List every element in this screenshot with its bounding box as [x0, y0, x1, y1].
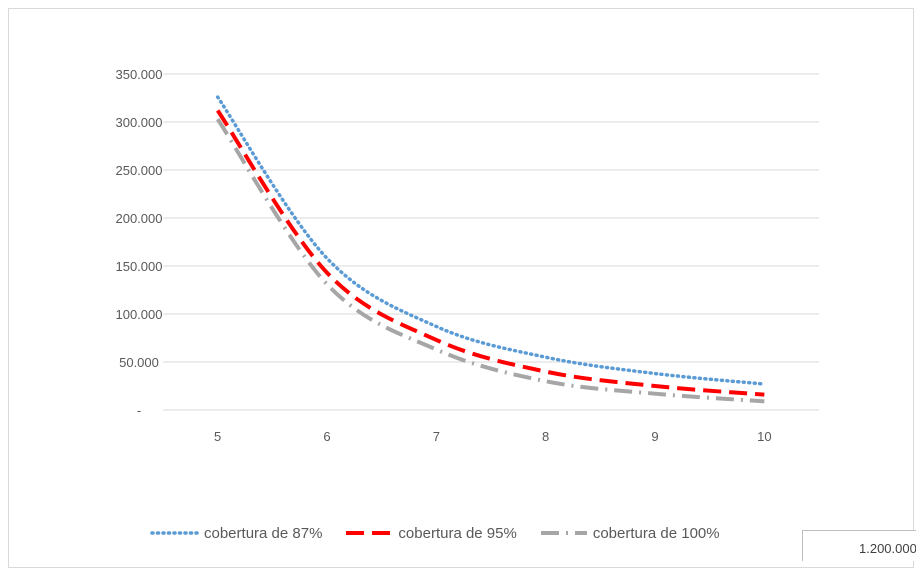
gridlines: [163, 74, 819, 410]
legend-item-1: cobertura de 87%: [150, 525, 322, 542]
legend-swatch: [344, 527, 394, 539]
x-tick-label: 8: [542, 429, 549, 444]
y-tick-label: 150.000: [116, 259, 163, 274]
x-axis-tick-labels: 5 6 7 8 9 10: [214, 429, 772, 444]
series-lines: [218, 97, 765, 401]
legend-item-2: cobertura de 95%: [344, 525, 516, 542]
series-line-1: [218, 97, 765, 384]
chart-area: - 50.000 100.000 150.000 200.000 250.000 300.0…: [8, 8, 914, 568]
y-tick-label: 100.000: [116, 307, 163, 322]
y-tick-label: -: [137, 403, 141, 418]
legend: cobertura de 87% cobertura de 95% cobertur…: [150, 521, 742, 545]
plot-area: - 50.000 100.000 150.000 200.000 250.000 300.0…: [9, 9, 915, 569]
legend-swatch: [150, 527, 200, 539]
series-line-3: [218, 119, 765, 401]
x-tick-label: 7: [433, 429, 440, 444]
x-tick-label: 6: [323, 429, 330, 444]
legend-swatch: [539, 527, 589, 539]
series-line-2: [218, 110, 765, 394]
y-tick-label: 200.000: [116, 211, 163, 226]
y-tick-label: 350.000: [116, 67, 163, 82]
overlapping-chart-fragment: 1.200.000: [802, 530, 916, 561]
y-tick-label: 250.000: [116, 163, 163, 178]
x-tick-label: 5: [214, 429, 221, 444]
y-tick-label: 300.000: [116, 115, 163, 130]
legend-label: cobertura de 100%: [593, 525, 720, 542]
overlap-axis-label: 1.200.000: [859, 541, 916, 556]
y-axis-tick-labels: - 50.000 100.000 150.000 200.000 250.000 300.0…: [116, 67, 163, 418]
x-tick-label: 10: [757, 429, 771, 444]
legend-label: cobertura de 87%: [204, 525, 322, 542]
x-tick-label: 9: [651, 429, 658, 444]
legend-label: cobertura de 95%: [398, 525, 516, 542]
legend-item-3: cobertura de 100%: [539, 525, 720, 542]
y-tick-label: 50.000: [119, 355, 159, 370]
